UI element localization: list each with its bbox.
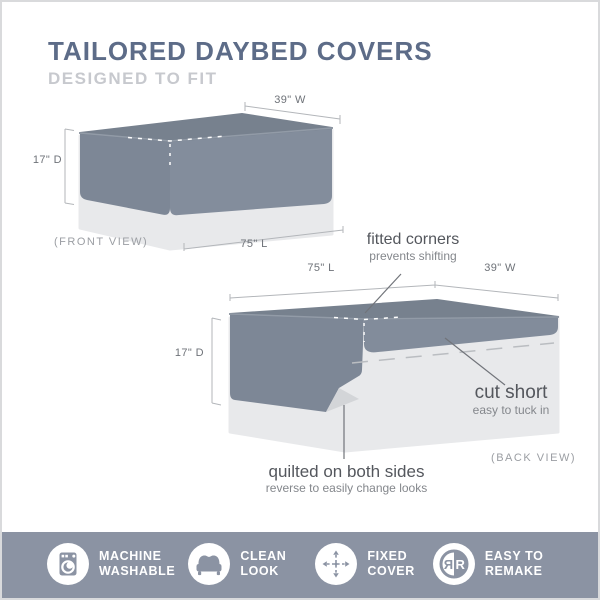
back-view-illustration xyxy=(211,273,560,459)
annotation-cut-short: cut short easy to tuck in xyxy=(432,383,590,417)
back-tuck-dashed-line xyxy=(351,342,555,364)
back-view-caption: (BACK VIEW) xyxy=(491,452,576,464)
front-corner-seam-dashes xyxy=(127,135,227,142)
cut-short-title: cut short xyxy=(474,382,548,403)
feature-fixed-cover: FIXED COVER xyxy=(315,543,414,585)
svg-text:R: R xyxy=(443,557,453,572)
feature-bar: MACHINE WASHABLE CLEAN LOOK xyxy=(2,532,598,598)
back-dim-length-label: 75" L xyxy=(307,262,335,274)
feature-label-line1: FIXED xyxy=(367,548,408,563)
feature-label-line2: LOOK xyxy=(240,564,279,578)
page-title: TAILORED DAYBED COVERS xyxy=(48,36,433,66)
quilted-subtitle: reverse to easily change looks xyxy=(265,480,428,495)
feature-label: EASY TO REMAKE xyxy=(485,549,544,580)
svg-text:R: R xyxy=(455,557,465,572)
feature-label: FIXED COVER xyxy=(367,549,414,580)
back-cover-fold-underside xyxy=(326,388,359,412)
bed-icon xyxy=(188,543,231,585)
feature-label-line1: EASY TO xyxy=(484,548,544,563)
back-cover-side-panel xyxy=(230,314,364,412)
front-dim-length-label: 75" L xyxy=(240,238,268,250)
front-dim-depth-label: 17" D xyxy=(32,154,62,166)
feature-label: MACHINE WASHABLE xyxy=(99,549,175,580)
page-subtitle: DESIGNED TO FIT xyxy=(48,69,218,88)
back-dim-width-label: 39" W xyxy=(484,262,516,274)
back-cover-short-drape xyxy=(364,317,558,353)
cut-short-subtitle: easy to tuck in xyxy=(472,402,550,417)
washing-machine-icon xyxy=(47,543,89,585)
move-arrows-icon xyxy=(315,543,358,585)
front-view-illustration xyxy=(64,102,344,251)
feature-label-line2: COVER xyxy=(367,564,415,578)
front-dimension-lines xyxy=(64,102,344,251)
quilted-title: quilted on both sides xyxy=(268,462,425,481)
annotation-quilted: quilted on both sides reverse to easily … xyxy=(244,463,449,494)
header: TAILORED DAYBED COVERS DESIGNED TO FIT xyxy=(48,36,433,89)
back-dim-depth-label: 17" D xyxy=(174,347,204,359)
feature-machine-washable: MACHINE WASHABLE xyxy=(47,543,175,585)
feature-label: CLEAN LOOK xyxy=(240,549,286,580)
front-view-caption: (FRONT VIEW) xyxy=(54,236,149,248)
feature-easy-to-remake: R R EASY TO REMAKE xyxy=(432,543,544,585)
fitted-corners-subtitle: prevents shifting xyxy=(369,248,457,263)
fitted-corners-title: fitted corners xyxy=(366,231,460,248)
fitted-corners-pointer-line xyxy=(364,273,402,314)
cut-short-pointer-line xyxy=(444,337,506,386)
back-dimension-lines xyxy=(211,281,559,406)
feature-label-line2: REMAKE xyxy=(484,564,543,578)
front-cover-right-face xyxy=(170,128,332,216)
back-corner-seam-dashes xyxy=(333,316,403,321)
feature-label-line1: MACHINE xyxy=(99,548,162,563)
front-cover-left-face xyxy=(80,133,170,215)
annotation-pointer-lines xyxy=(343,273,506,459)
front-dim-width-label: 39" W xyxy=(274,94,306,106)
feature-label-line2: WASHABLE xyxy=(99,564,176,578)
feature-clean-look: CLEAN LOOK xyxy=(188,543,286,585)
mirrored-r-icon: R R xyxy=(432,543,475,585)
annotation-fitted-corners: fitted corners prevents shifting xyxy=(332,231,494,263)
feature-label-line1: CLEAN xyxy=(240,548,287,563)
diagram-canvas xyxy=(64,102,560,459)
